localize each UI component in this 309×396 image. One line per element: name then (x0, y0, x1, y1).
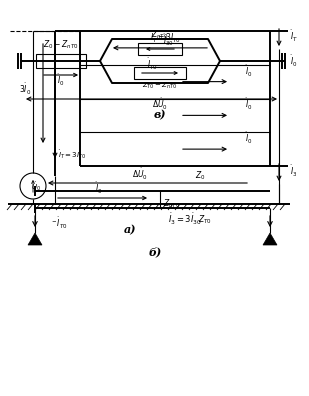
Bar (138, 43, 182, 55)
Text: $Z_{T0}-Z_{nT0}$: $Z_{T0}-Z_{nT0}$ (142, 81, 178, 91)
Text: а): а) (124, 224, 136, 235)
Text: $\dot{I}_T=3\dot{I}_{T0}$: $\dot{I}_T=3\dot{I}_{T0}$ (150, 30, 180, 45)
Text: $\dot{I}_3$: $\dot{I}_3$ (290, 163, 297, 179)
Text: $\dot{I}_{T0}$: $\dot{I}_{T0}$ (147, 57, 157, 72)
Text: $\dot{I}_{30}$: $\dot{I}_{30}$ (163, 33, 173, 48)
Text: $Z_{nT0}$: $Z_{nT0}$ (151, 29, 169, 41)
Text: $\dot{I}_0$: $\dot{I}_0$ (57, 73, 65, 88)
Text: $\dot{I}_0$: $\dot{I}_0$ (290, 53, 298, 69)
Text: $\dot{U}_0$: $\dot{U}_0$ (31, 181, 41, 194)
Text: $\Delta\dot{U}_0$: $\Delta\dot{U}_0$ (132, 167, 148, 182)
Text: $Z_0$: $Z_0$ (195, 169, 205, 182)
Polygon shape (28, 233, 42, 245)
Text: $\dot{I}_0$: $\dot{I}_0$ (95, 181, 103, 196)
Text: $\dot{I}_0$: $\dot{I}_0$ (245, 63, 252, 79)
Text: $\Delta\dot{U}_0$: $\Delta\dot{U}_0$ (152, 97, 168, 112)
Bar (134, 67, 186, 79)
Text: $\dot{I}_0$: $\dot{I}_0$ (245, 131, 252, 146)
Text: $\dot{I}_0$: $\dot{I}_0$ (245, 97, 252, 112)
Text: $Z_{T0}$: $Z_{T0}$ (198, 213, 212, 225)
Text: $^-\dot{I}_{T0}$: $^-\dot{I}_{T0}$ (50, 216, 68, 231)
Text: $\dot{I}_T$: $\dot{I}_T$ (290, 29, 298, 44)
Text: $Z_{nT0}$: $Z_{nT0}$ (163, 198, 180, 210)
Text: в): в) (154, 109, 166, 120)
Text: $Z_0-Z_{nT0}$: $Z_0-Z_{nT0}$ (43, 38, 79, 51)
Text: $\dot{I}_T=3I_{T0}$: $\dot{I}_T=3I_{T0}$ (58, 148, 86, 161)
Text: $\dot{I}_3=3\dot{I}_{30}$: $\dot{I}_3=3\dot{I}_{30}$ (168, 212, 202, 227)
Polygon shape (263, 233, 277, 245)
Text: б): б) (148, 246, 162, 257)
Text: $3\dot{I}_0$: $3\dot{I}_0$ (19, 81, 31, 97)
Bar (36, 54, 86, 68)
